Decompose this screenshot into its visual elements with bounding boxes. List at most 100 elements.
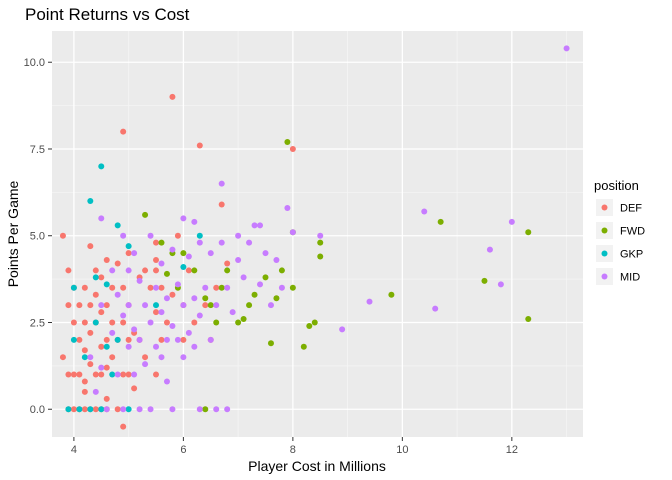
data-point	[103, 281, 110, 288]
data-point	[207, 302, 214, 309]
data-point	[153, 371, 160, 378]
data-point	[289, 284, 296, 291]
data-point	[92, 371, 99, 378]
data-point	[262, 274, 269, 281]
data-point	[98, 343, 105, 350]
data-point	[267, 340, 274, 347]
y-tick-label: 5.0	[30, 231, 45, 243]
x-tick-label: 4	[71, 444, 77, 456]
data-point	[109, 284, 116, 291]
data-point	[81, 388, 88, 395]
data-point	[262, 250, 269, 257]
data-point	[114, 336, 121, 343]
data-point	[147, 232, 154, 239]
series-def	[59, 93, 296, 430]
y-axis: 0.0 2.5 5.0 7.5 10.0	[24, 57, 52, 416]
data-point	[92, 388, 99, 395]
data-point	[103, 364, 110, 371]
data-point	[158, 284, 165, 291]
data-point	[158, 260, 165, 267]
data-point	[388, 291, 395, 298]
data-point	[87, 243, 94, 250]
data-point	[311, 319, 318, 326]
y-axis-title: Points Per Game	[5, 180, 21, 287]
data-point	[120, 284, 127, 291]
data-point	[191, 319, 198, 326]
data-point	[147, 284, 154, 291]
data-points	[59, 45, 570, 430]
data-point	[153, 302, 160, 309]
data-point	[525, 229, 532, 236]
data-point	[131, 371, 138, 378]
data-point	[125, 406, 132, 413]
legend-label: GKP	[620, 249, 643, 261]
data-point	[196, 406, 203, 413]
data-point	[278, 284, 285, 291]
data-point	[120, 406, 127, 413]
data-point	[240, 316, 247, 323]
data-point	[437, 218, 444, 225]
data-point	[65, 267, 72, 274]
data-point	[240, 274, 247, 281]
data-point	[114, 260, 121, 267]
data-point	[70, 319, 77, 326]
data-point	[65, 371, 72, 378]
data-point	[87, 198, 94, 205]
data-point	[147, 319, 154, 326]
data-point	[153, 267, 160, 274]
data-point	[76, 371, 83, 378]
data-point	[125, 371, 132, 378]
data-point	[92, 291, 99, 298]
data-point	[92, 267, 99, 274]
legend-swatch	[601, 227, 608, 234]
data-point	[92, 406, 99, 413]
data-point	[109, 329, 116, 336]
data-point	[525, 316, 532, 323]
data-point	[432, 305, 439, 312]
y-tick-label: 2.5	[30, 317, 45, 329]
data-point	[191, 267, 198, 274]
data-point	[70, 371, 77, 378]
data-point	[169, 246, 176, 253]
grid-major	[52, 31, 583, 437]
data-point	[114, 291, 121, 298]
y-tick-label: 0.0	[30, 404, 45, 416]
data-point	[109, 267, 116, 274]
data-point	[563, 45, 570, 52]
data-point	[87, 302, 94, 309]
legend-swatch	[601, 250, 608, 257]
data-point	[125, 267, 132, 274]
data-point	[235, 319, 242, 326]
data-point	[207, 250, 214, 257]
legend-item-gkp: GKP	[596, 245, 643, 262]
data-point	[120, 128, 127, 135]
data-point	[213, 302, 220, 309]
data-point	[213, 406, 220, 413]
data-point	[218, 284, 225, 291]
data-point	[76, 302, 83, 309]
legend: position DEF FWD GKP MID	[594, 178, 645, 285]
legend-swatch	[601, 273, 608, 280]
x-tick-label: 8	[290, 444, 296, 456]
series-gkp	[65, 163, 203, 413]
data-point	[169, 406, 176, 413]
data-point	[257, 222, 264, 229]
data-point	[169, 322, 176, 329]
data-point	[87, 329, 94, 336]
y-tick-label: 7.5	[30, 144, 45, 156]
data-point	[125, 302, 132, 309]
data-point	[59, 354, 66, 361]
data-point	[142, 267, 149, 274]
data-point	[224, 260, 231, 267]
data-point	[180, 336, 187, 343]
data-point	[163, 319, 170, 326]
data-point	[136, 336, 143, 343]
y-tick-label: 10.0	[24, 57, 45, 69]
data-point	[87, 354, 94, 361]
data-point	[202, 302, 209, 309]
data-point	[125, 343, 132, 350]
data-point	[76, 336, 83, 343]
data-point	[191, 218, 198, 225]
data-point	[158, 239, 165, 246]
data-point	[103, 406, 110, 413]
